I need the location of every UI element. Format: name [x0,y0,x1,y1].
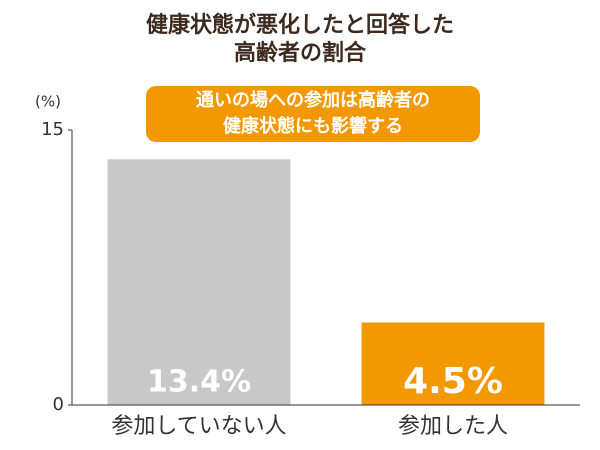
x-tick-label: 参加した人 [398,414,508,439]
chart-title: 高齢者の割合 [234,40,367,66]
annotation: 健康状態にも影響する [223,115,403,137]
y-tick-label: 0 [53,394,64,415]
value-label: 13.4% [147,365,251,400]
bar [361,322,545,405]
annotation: 通いの場への参加は高齢者の [196,89,430,111]
bar [107,159,291,405]
x-tick-label: 参加していない人 [111,414,286,439]
y-tick-label: 15 [41,119,64,140]
chart-title: 健康状態が悪化したと回答した [146,12,454,38]
annotation-box [146,86,480,142]
value-label: 4.5% [403,361,503,402]
unit-label: (%) [35,93,61,111]
